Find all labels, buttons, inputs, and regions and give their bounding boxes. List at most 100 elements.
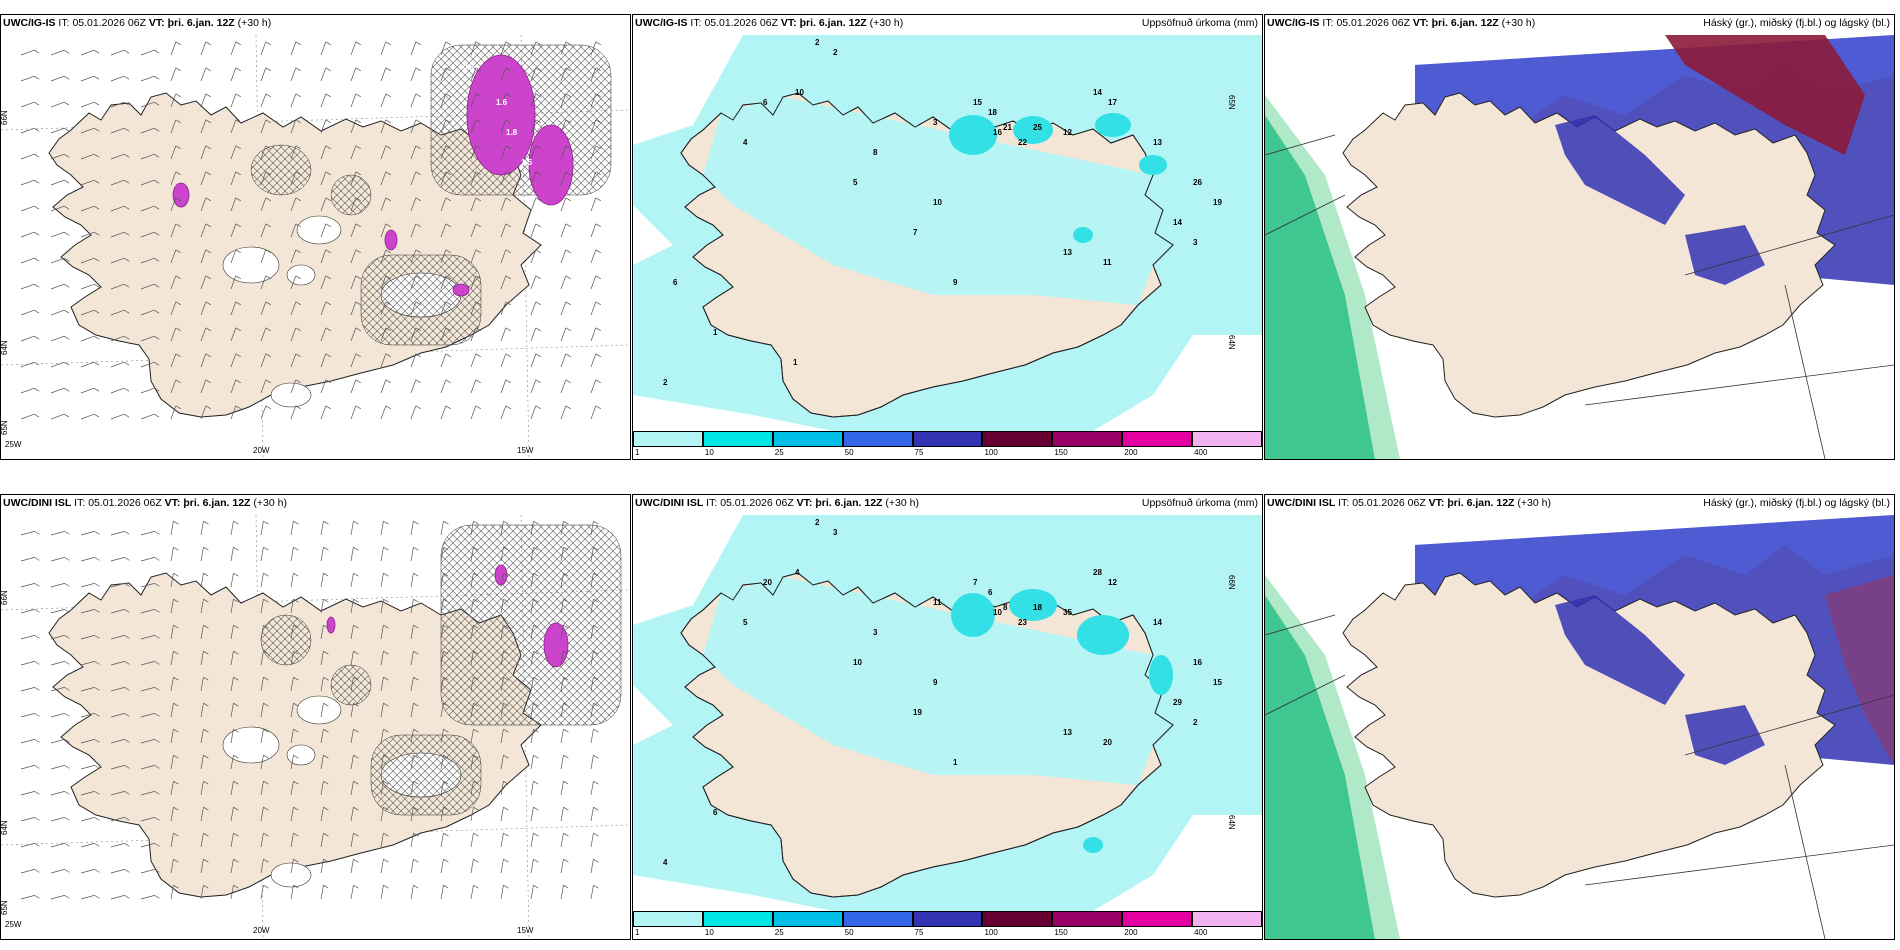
wind-barb-feather bbox=[203, 650, 209, 655]
wind-barb bbox=[20, 153, 35, 160]
wind-barb bbox=[320, 41, 327, 56]
wind-barb-feather bbox=[473, 832, 479, 837]
wind-barb bbox=[410, 67, 417, 82]
wind-barb-feather bbox=[445, 171, 451, 176]
wind-barb-feather bbox=[383, 520, 389, 525]
wind-barb bbox=[320, 859, 324, 874]
wind-barb-feather bbox=[443, 520, 449, 525]
wind-barb bbox=[410, 275, 417, 290]
wind-barb-feather bbox=[475, 145, 481, 150]
wind-barb bbox=[410, 807, 414, 822]
wind-barb-feather bbox=[595, 41, 601, 46]
wind-barb bbox=[440, 859, 444, 874]
wind-barb bbox=[380, 301, 387, 316]
wind-barb-feather bbox=[64, 817, 70, 821]
wind-barb-feather bbox=[265, 171, 271, 176]
wind-barb-feather bbox=[503, 884, 509, 889]
wind-barb-feather bbox=[295, 145, 301, 150]
wind-barb-feather bbox=[533, 676, 539, 681]
precip-value: 10 bbox=[853, 658, 862, 667]
wind-barb-feather bbox=[595, 223, 601, 228]
wind-barb-feather bbox=[123, 335, 130, 340]
wind-barb-feather bbox=[505, 197, 511, 202]
wind-barb bbox=[140, 231, 155, 238]
wind-barb bbox=[80, 895, 95, 900]
wind-barb bbox=[500, 807, 504, 822]
wind-barb-feather bbox=[153, 153, 160, 158]
wind-barb-feather bbox=[325, 93, 331, 98]
wind-barb-feather bbox=[295, 353, 301, 358]
wind-barb bbox=[50, 257, 65, 264]
colorbar-segment bbox=[1192, 431, 1262, 447]
precip-value: 6 bbox=[988, 588, 993, 597]
wind-barb bbox=[470, 93, 477, 108]
wind-barb-feather bbox=[203, 728, 209, 733]
wind-barb bbox=[170, 171, 177, 186]
wind-barb-feather bbox=[353, 624, 359, 629]
wind-barb bbox=[470, 223, 477, 238]
wind-barb bbox=[260, 249, 267, 264]
wind-barb bbox=[500, 833, 504, 848]
wind-barb bbox=[350, 93, 357, 108]
wind-barb bbox=[80, 361, 95, 368]
wind-barb-feather bbox=[505, 93, 511, 98]
wind-barb-feather bbox=[124, 895, 130, 899]
wind-barb-feather bbox=[154, 687, 160, 691]
wind-barb-feather bbox=[593, 702, 599, 707]
wind-barb-feather bbox=[124, 843, 130, 847]
wind-barb bbox=[530, 677, 534, 692]
wind-barb bbox=[500, 729, 504, 744]
wind-barb bbox=[530, 547, 534, 562]
wind-barb-feather bbox=[445, 119, 451, 124]
colorbar-segment bbox=[982, 431, 1053, 447]
wind-barb-feather bbox=[173, 806, 179, 811]
wind-barb-feather bbox=[93, 335, 100, 340]
wind-barb bbox=[380, 275, 387, 290]
wind-barb bbox=[560, 301, 567, 316]
wind-barb bbox=[380, 353, 387, 368]
wind-barb bbox=[470, 301, 477, 316]
wind-barb bbox=[500, 171, 507, 186]
wind-barb bbox=[530, 521, 534, 536]
precip-value: 13 bbox=[1063, 728, 1072, 737]
wind-barb bbox=[230, 353, 237, 368]
wind-barb bbox=[470, 573, 474, 588]
wind-barb bbox=[320, 249, 327, 264]
wind-barb bbox=[260, 301, 267, 316]
wind-barb-feather bbox=[415, 405, 421, 410]
wind-barb bbox=[260, 859, 264, 874]
wind-barb bbox=[590, 781, 594, 796]
wind-barb-feather bbox=[94, 817, 100, 821]
wind-barb bbox=[590, 547, 594, 562]
wind-barb bbox=[560, 729, 564, 744]
wind-barb-feather bbox=[325, 405, 331, 410]
wind-barb-feather bbox=[235, 119, 241, 124]
wind-barb bbox=[470, 807, 474, 822]
wind-barb-feather bbox=[235, 41, 241, 46]
wind-barb-feather bbox=[353, 754, 359, 759]
wind-barbs bbox=[20, 520, 599, 900]
high-cloud-band bbox=[1265, 575, 1400, 939]
wind-barb bbox=[530, 573, 534, 588]
wind-barb bbox=[260, 327, 267, 342]
wind-barb-feather bbox=[34, 791, 40, 795]
wind-barb bbox=[500, 379, 507, 394]
wind-barb-feather bbox=[505, 405, 511, 410]
wind-barb bbox=[230, 729, 234, 744]
wind-barb bbox=[200, 301, 207, 316]
wind-barb bbox=[20, 231, 35, 238]
wind-barb bbox=[560, 249, 567, 264]
wind-barb-feather bbox=[94, 869, 100, 873]
wind-barb bbox=[140, 283, 155, 290]
wind-barb bbox=[380, 885, 384, 900]
wind-barb-feather bbox=[124, 765, 130, 769]
wind-barb bbox=[110, 335, 125, 342]
wind-barb-feather bbox=[94, 895, 100, 899]
wind-barb bbox=[590, 599, 594, 614]
precip-value: 4 bbox=[743, 138, 748, 147]
wind-barb-feather bbox=[173, 572, 179, 577]
map-panel-dini-cloud: UWC/DINI ISL IT: 05.01.2026 06Z VT: þri.… bbox=[1264, 494, 1895, 940]
wind-barb bbox=[350, 405, 357, 420]
wind-barb bbox=[170, 275, 177, 290]
wind-barb-feather bbox=[175, 119, 181, 124]
